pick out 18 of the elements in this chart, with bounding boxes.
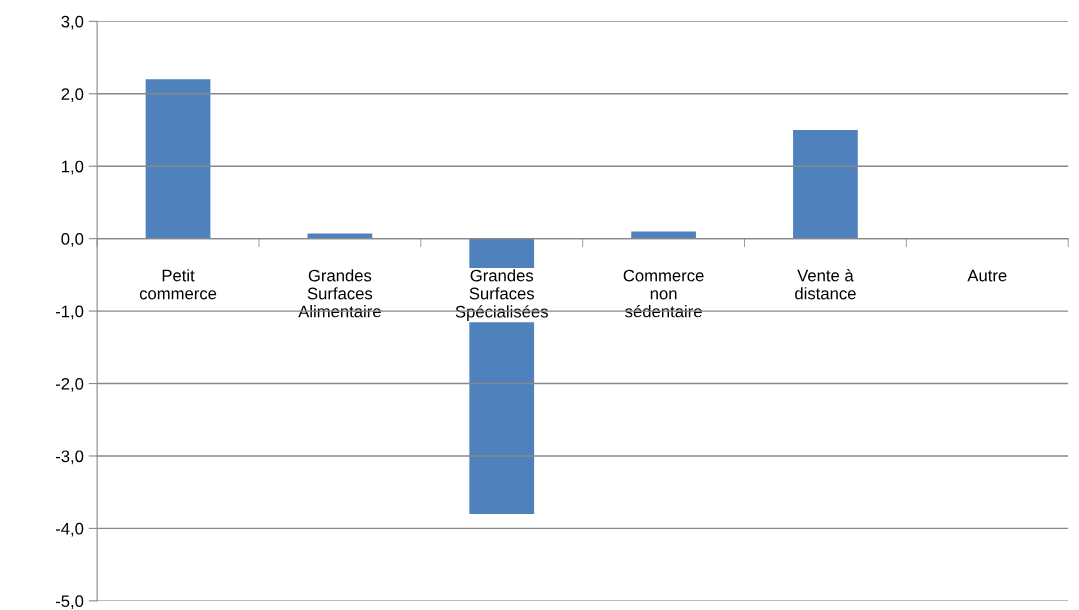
- x-tick-label: Autre: [967, 269, 1007, 282]
- y-tick-label: -4,0: [55, 522, 84, 537]
- y-tick-label: 0,0: [61, 233, 84, 247]
- y-tick-label: -3,0: [55, 450, 84, 465]
- bar: [145, 79, 211, 239]
- y-tick-label: -1,0: [55, 305, 84, 320]
- y-tick-label: -2,0: [55, 377, 84, 392]
- x-tick-label: Petit commerce: [139, 269, 217, 300]
- x-tick-label: Vente à distance: [795, 269, 856, 300]
- x-tick-label: Commerce non sédentaire: [623, 269, 704, 318]
- y-tick-label: 3,0: [61, 15, 84, 30]
- x-tick-label: Grandes Surfaces Alimentaire: [298, 269, 381, 318]
- y-tick-label: 1,0: [62, 160, 84, 175]
- x-tick-label: Grandes Surfaces Spécialisées: [455, 269, 548, 321]
- y-tick-label: -5,0: [55, 595, 84, 610]
- bar: [793, 130, 858, 239]
- y-tick-label: 2,0: [61, 88, 84, 102]
- bar: [631, 231, 696, 239]
